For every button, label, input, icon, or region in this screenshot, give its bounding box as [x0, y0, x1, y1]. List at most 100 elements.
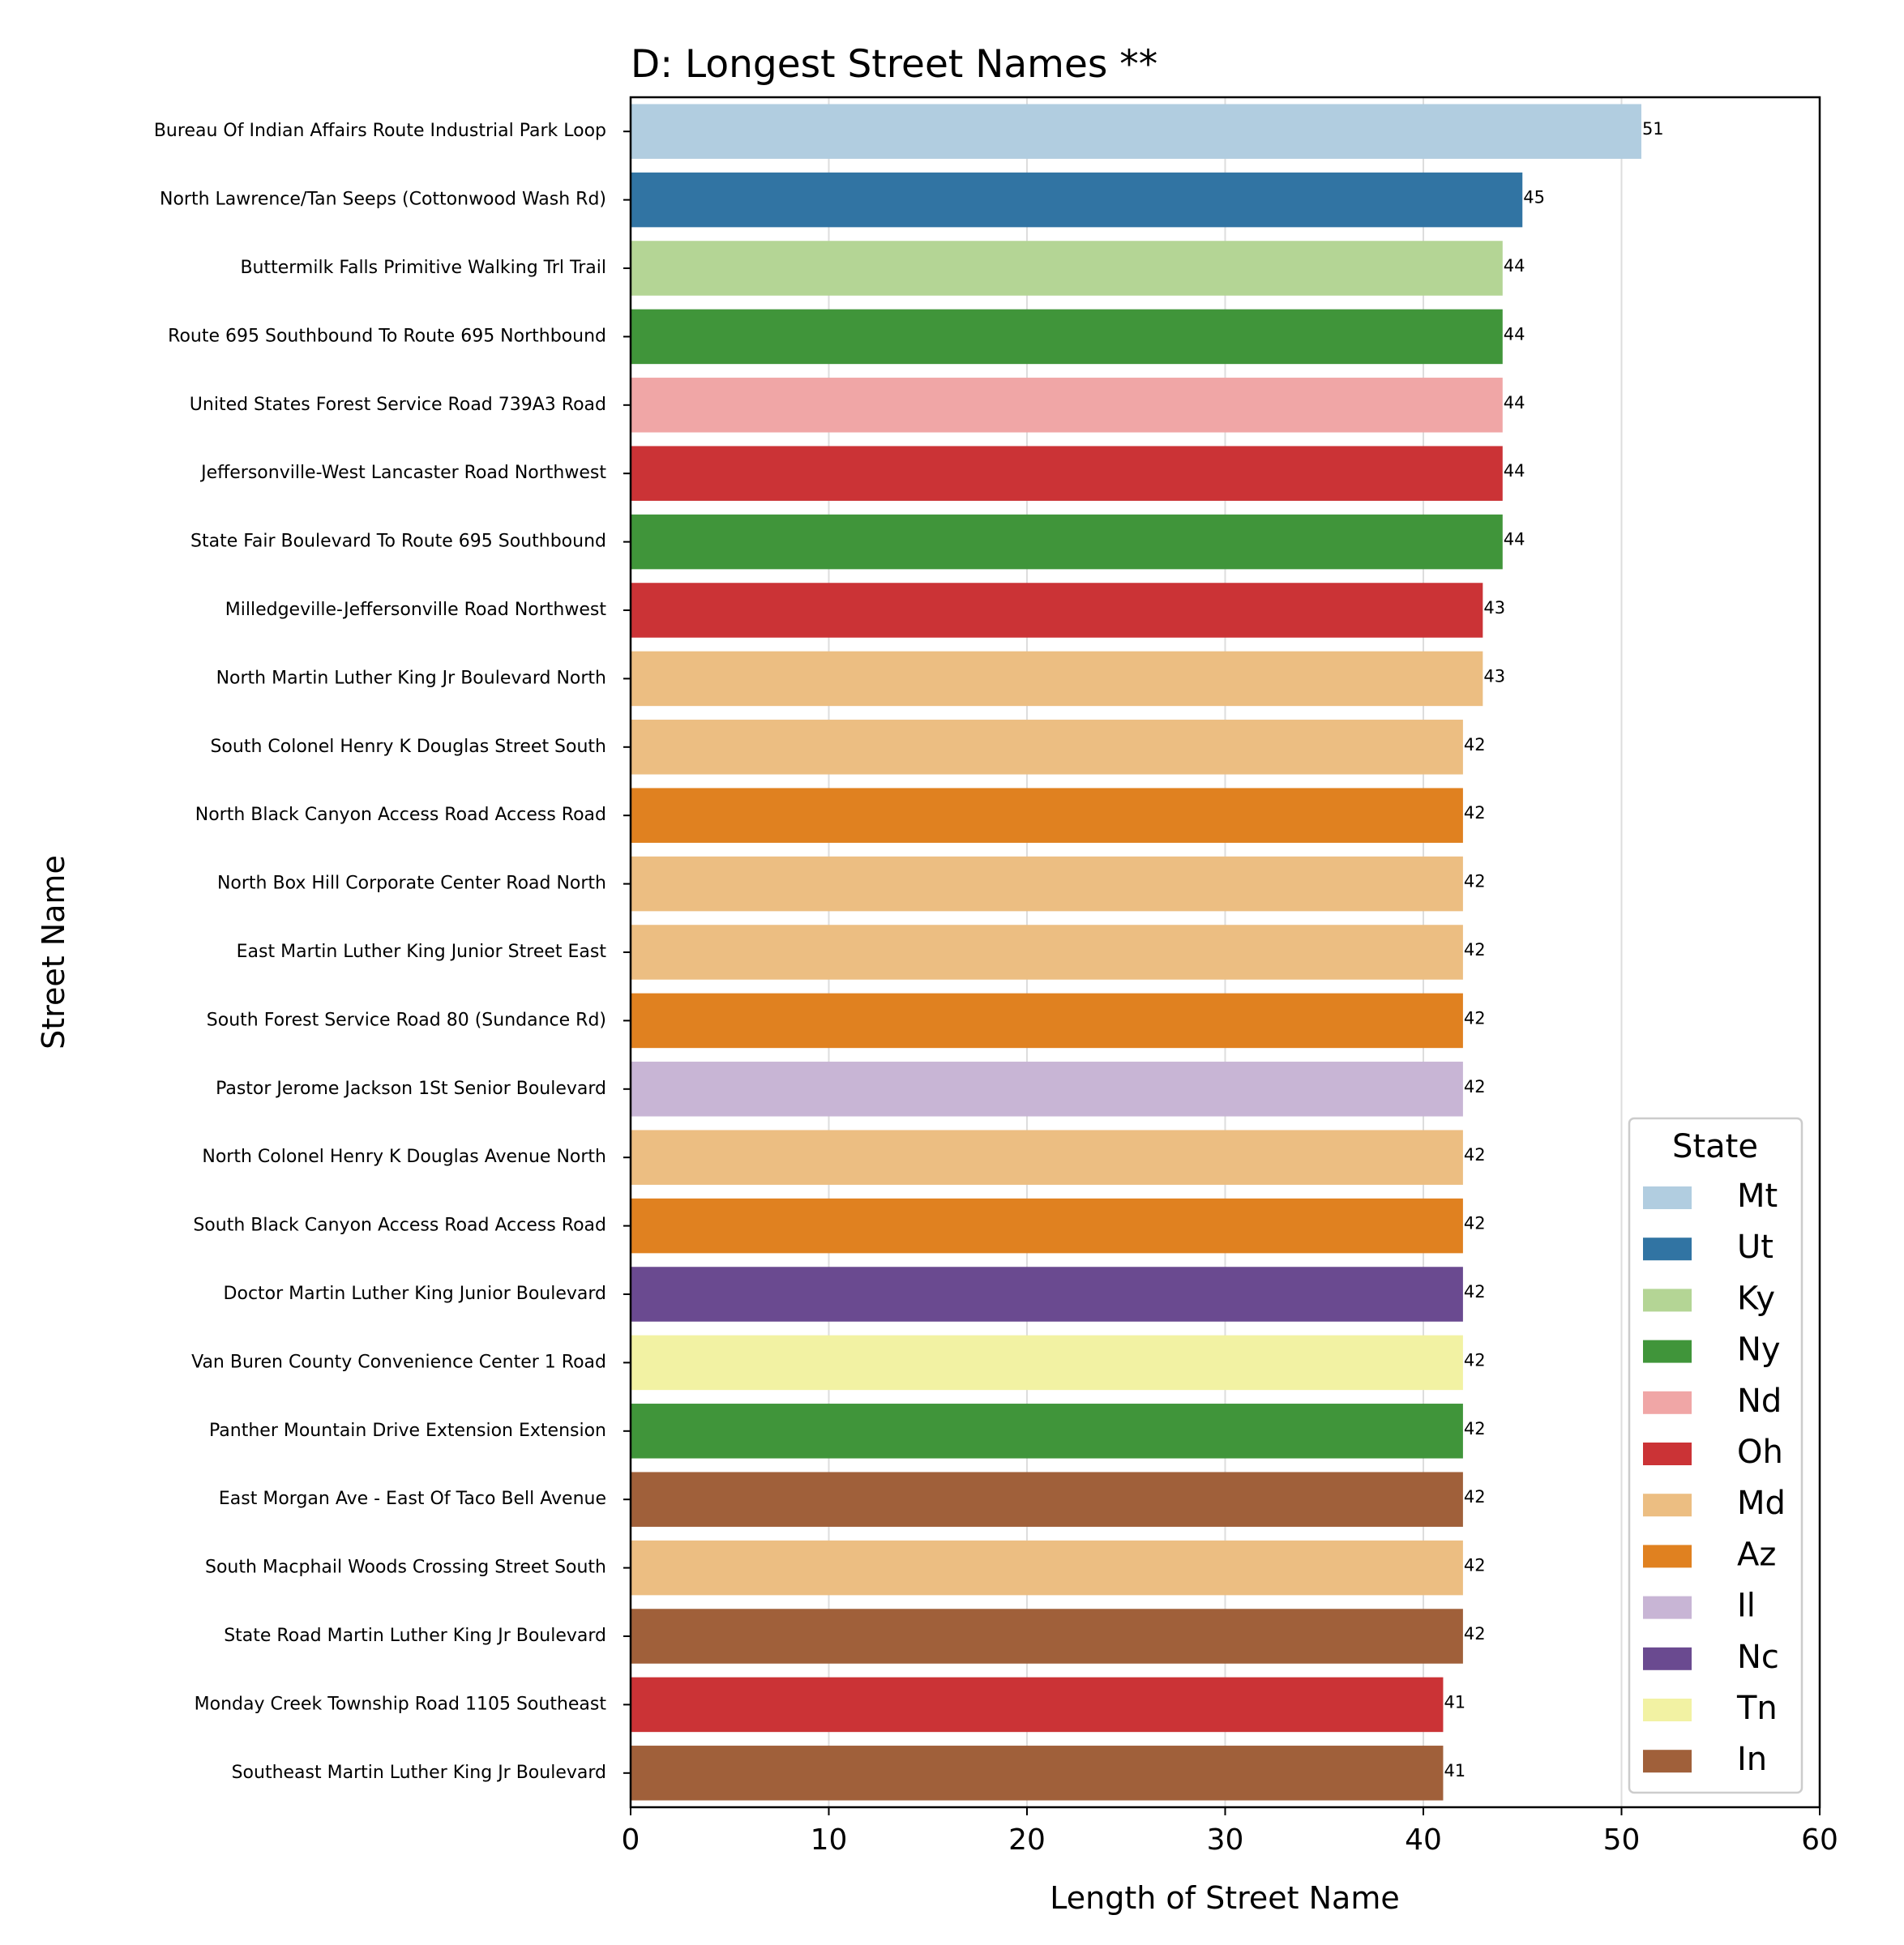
y-tick-label: Southeast Martin Luther King Jr Boulevar… [232, 1763, 606, 1783]
y-tick-label: Jeffersonville-West Lancaster Road North… [199, 463, 606, 483]
legend-label: Md [1737, 1485, 1786, 1522]
bar-value-label: 42 [1464, 1282, 1486, 1302]
legend-title: State [1672, 1128, 1758, 1165]
y-axis-ticks: Bureau Of Indian Affairs Route Industria… [154, 121, 631, 1783]
bar [631, 1472, 1463, 1527]
bar-value-label: 44 [1504, 324, 1525, 344]
bar [631, 788, 1463, 843]
y-tick-label: East Morgan Ave - East Of Taco Bell Aven… [219, 1489, 606, 1509]
bar-value-label: 43 [1483, 598, 1505, 618]
y-tick-label: North Box Hill Corporate Center Road Nor… [217, 874, 606, 894]
y-tick-label: Buttermilk Falls Primitive Walking Trl T… [240, 258, 606, 278]
bar [631, 378, 1503, 433]
y-tick-label: Route 695 Southbound To Route 695 Northb… [168, 326, 606, 346]
legend-swatch [1643, 1596, 1692, 1619]
y-tick-label: North Martin Luther King Jr Boulevard No… [216, 668, 606, 688]
bar-value-label: 42 [1464, 940, 1486, 960]
x-tick-label: 60 [1801, 1823, 1838, 1857]
legend-label: Tn [1736, 1690, 1778, 1727]
legend-entries: Mt Ut Ky Ny Nd Oh Md Az Il Nc Tn In [1643, 1178, 1786, 1778]
bar-value-label: 44 [1504, 256, 1525, 276]
y-tick-label: State Fair Boulevard To Route 695 Southb… [190, 532, 606, 552]
x-axis-ticks: 0 10 20 30 40 50 60 [622, 1807, 1838, 1857]
legend-label: Nc [1737, 1639, 1779, 1676]
bar-value-label: 41 [1444, 1692, 1465, 1712]
bar [631, 1062, 1463, 1117]
legend-label: Az [1737, 1536, 1776, 1573]
legend-label: Nd [1737, 1383, 1782, 1420]
y-tick-label: Monday Creek Township Road 1105 Southeas… [195, 1694, 607, 1714]
bar [631, 583, 1483, 638]
bar-value-label: 41 [1444, 1761, 1465, 1780]
bar [631, 1335, 1463, 1391]
bar [631, 514, 1503, 570]
bar [631, 446, 1503, 501]
bar-value-label: 45 [1523, 188, 1545, 207]
bar [631, 104, 1641, 159]
y-tick-label: Doctor Martin Luther King Junior Bouleva… [224, 1284, 606, 1304]
legend: State Mt Ut Ky Ny Nd Oh Md Az Il Nc Tn In [1628, 1117, 1803, 1794]
bar-value-label: 42 [1464, 872, 1486, 891]
bar-value-label: 42 [1464, 1556, 1486, 1575]
bar [631, 1609, 1463, 1664]
y-tick-label: Pastor Jerome Jackson 1St Senior Bouleva… [216, 1079, 606, 1099]
bar [631, 1198, 1463, 1254]
x-tick-label: 50 [1603, 1823, 1641, 1857]
y-tick-label: South Colonel Henry K Douglas Street Sou… [210, 737, 606, 757]
legend-label: Ut [1737, 1229, 1774, 1266]
bar [631, 172, 1523, 228]
x-tick-label: 30 [1207, 1823, 1244, 1857]
y-tick-label: Van Buren County Convenience Center 1 Ro… [191, 1352, 606, 1372]
y-axis-label: Street Name [36, 855, 71, 1049]
bar-value-label: 42 [1464, 1145, 1486, 1165]
y-tick-label: Milledgeville-Jeffersonville Road Northw… [225, 600, 607, 620]
bar-value-label: 42 [1464, 1487, 1486, 1507]
legend-swatch [1643, 1238, 1692, 1261]
legend-label: Ky [1737, 1280, 1775, 1317]
bar [631, 1130, 1463, 1185]
legend-swatch [1643, 1647, 1692, 1670]
bar-value-label: 44 [1504, 461, 1525, 481]
legend-swatch [1643, 1289, 1692, 1312]
bar [631, 856, 1463, 912]
bar [631, 1677, 1444, 1733]
legend-box [1628, 1117, 1803, 1794]
y-tick-label: South Black Canyon Access Road Access Ro… [193, 1216, 606, 1236]
bar-value-label: 42 [1464, 1419, 1486, 1438]
legend-swatch [1643, 1340, 1692, 1363]
legend-swatch [1643, 1443, 1692, 1465]
legend-label: In [1737, 1741, 1767, 1778]
bar-value-label: 42 [1464, 803, 1486, 823]
x-axis-label: Length of Street Name [1050, 1880, 1400, 1916]
y-tick-label: North Black Canyon Access Road Access Ro… [195, 805, 606, 825]
bars [631, 104, 1641, 1801]
bar-value-label: 42 [1464, 1624, 1486, 1644]
x-tick-label: 20 [1008, 1823, 1046, 1857]
bar-value-label: 44 [1504, 530, 1525, 549]
bar [631, 1540, 1463, 1596]
bar [631, 993, 1463, 1049]
x-tick-label: 40 [1405, 1823, 1442, 1857]
bar-value-label: 42 [1464, 1214, 1486, 1233]
y-tick-label: North Colonel Henry K Douglas Avenue Nor… [202, 1147, 606, 1167]
legend-swatch [1643, 1494, 1692, 1517]
bar [631, 1746, 1444, 1801]
legend-swatch [1643, 1699, 1692, 1721]
bar-value-label: 44 [1504, 393, 1525, 413]
bar [631, 1267, 1463, 1322]
bar [631, 1404, 1463, 1459]
bar-value-label: 42 [1464, 735, 1486, 754]
bar [631, 720, 1463, 775]
legend-swatch [1643, 1186, 1692, 1209]
bar-value-label: 51 [1642, 119, 1664, 139]
legend-label: Mt [1737, 1178, 1778, 1215]
bar [631, 925, 1463, 980]
bar [631, 309, 1503, 365]
legend-swatch [1643, 1750, 1692, 1773]
y-tick-label: Panther Mountain Drive Extension Extensi… [209, 1421, 606, 1441]
legend-swatch [1643, 1545, 1692, 1568]
legend-label: Oh [1737, 1434, 1783, 1471]
bar-value-labels: 51 45 44 44 44 44 44 43 43 42 42 42 42 42 42 42 42 42 42 42… [1444, 119, 1663, 1780]
x-tick-label: 10 [811, 1823, 848, 1857]
